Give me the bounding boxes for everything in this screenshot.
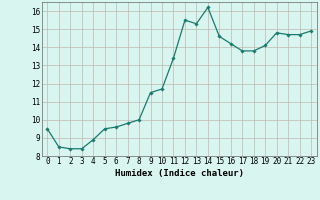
X-axis label: Humidex (Indice chaleur): Humidex (Indice chaleur) [115, 169, 244, 178]
